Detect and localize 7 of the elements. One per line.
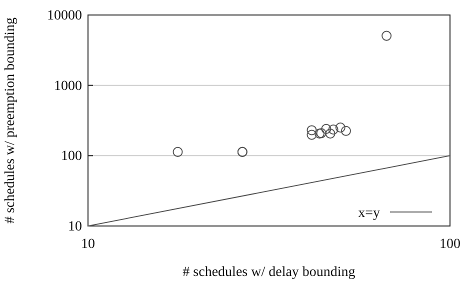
x-axis-title: # schedules w/ delay bounding: [182, 265, 356, 280]
y-tick-label: 10000: [47, 8, 82, 24]
y-tick-label: 100: [61, 149, 82, 164]
y-axis-title: # schedules w/ preemption bounding: [3, 17, 18, 224]
legend-label: x=y: [358, 206, 380, 221]
y-tick-label: 1000: [54, 78, 82, 94]
y-tick-label: 10: [68, 219, 82, 234]
